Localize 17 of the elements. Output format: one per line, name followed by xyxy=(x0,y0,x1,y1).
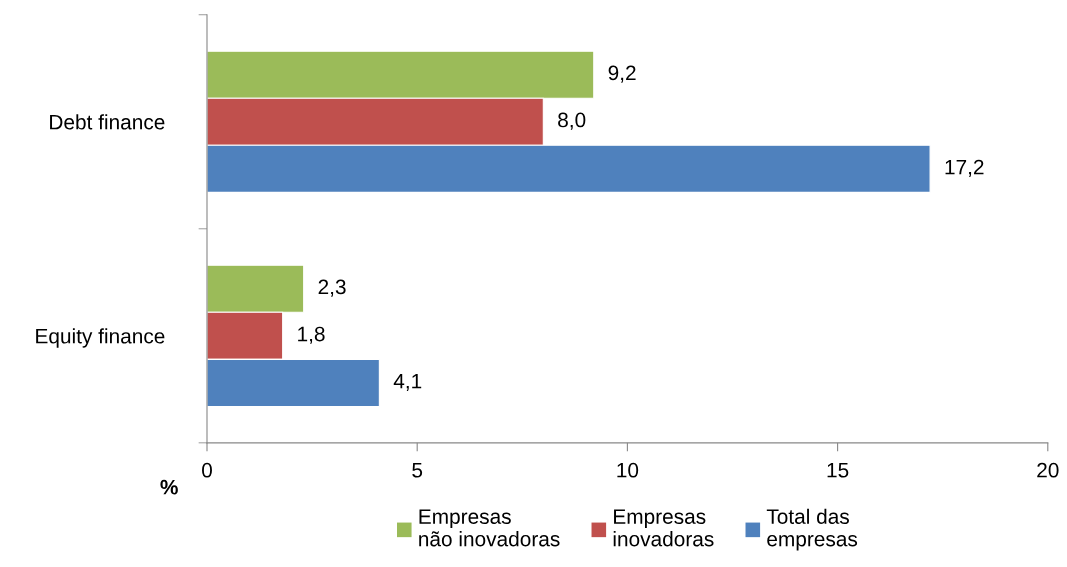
x-tick-label: 15 xyxy=(827,463,849,478)
data-label: 2,3 xyxy=(318,279,346,297)
y-tick-label: Equity finance xyxy=(36,328,165,348)
y-tick-label: Debt finance xyxy=(50,114,165,130)
data-label: 8,0 xyxy=(558,112,586,130)
legend-label: Total das empresas xyxy=(766,508,858,551)
data-label: 1,8 xyxy=(298,326,325,344)
legend-label: Empresas inovadoras xyxy=(613,509,714,547)
data-label: 4,1 xyxy=(393,373,422,391)
x-axis-title: % xyxy=(160,479,178,495)
legend-label: Empresas não inovadoras xyxy=(419,509,560,547)
x-tick-label: 5 xyxy=(412,463,423,478)
data-label: 9,2 xyxy=(608,65,636,83)
data-label: 17,2 xyxy=(945,159,984,177)
x-tick-label: 0 xyxy=(202,462,212,478)
x-tick-label: 10 xyxy=(617,462,639,478)
x-tick-label: 20 xyxy=(1037,462,1059,478)
